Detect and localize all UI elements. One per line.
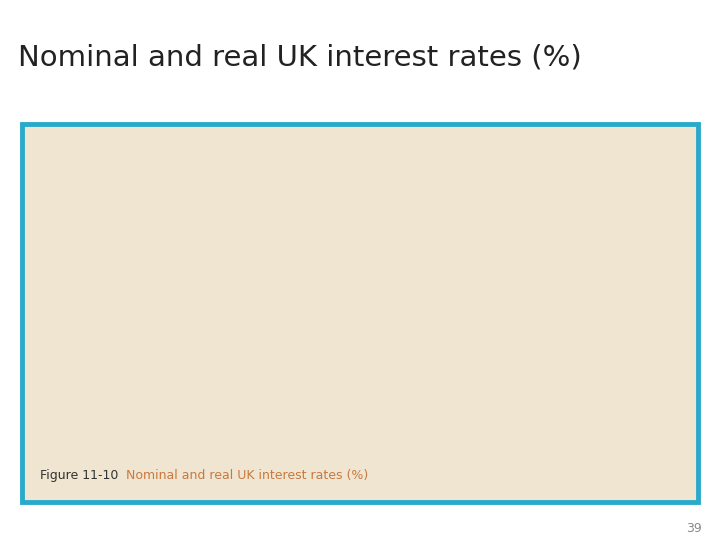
Legend: interest rate, inflation, real interest rate: interest rate, inflation, real interest … <box>223 137 569 160</box>
Text: Nominal and real UK interest rates (%): Nominal and real UK interest rates (%) <box>18 44 582 72</box>
Text: Nominal and real UK interest rates (%): Nominal and real UK interest rates (%) <box>126 469 368 482</box>
Text: Figure 11-10: Figure 11-10 <box>40 469 118 482</box>
Text: 39: 39 <box>686 522 702 535</box>
